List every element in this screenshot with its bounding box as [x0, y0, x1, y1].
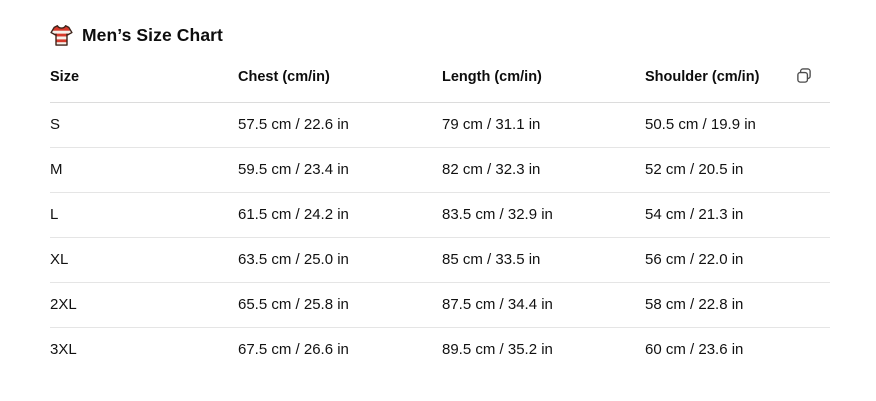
- size-chart-table: Size Chest (cm/in) Length (cm/in) Should…: [50, 61, 830, 372]
- cell-size: XL: [50, 237, 238, 283]
- cell-spacer: [793, 328, 830, 373]
- tshirt-icon: [50, 24, 73, 47]
- cell-length: 83.5 cm / 32.9 in: [442, 192, 645, 238]
- copy-icon: [797, 68, 811, 83]
- cell-shoulder: 54 cm / 21.3 in: [645, 192, 793, 238]
- cell-spacer: [793, 147, 830, 193]
- cell-shoulder: 56 cm / 22.0 in: [645, 237, 793, 283]
- cell-length: 89.5 cm / 35.2 in: [442, 341, 553, 358]
- table-row: XL 63.5 cm / 25.0 in 85 cm / 33.5 in 56 …: [50, 237, 830, 283]
- table-row: M 59.5 cm / 23.4 in 82 cm / 32.3 in 52 c…: [50, 147, 830, 193]
- cell-length: 87.5 cm / 34.4 in: [442, 282, 645, 328]
- cell-length: 85 cm / 33.5 in: [442, 237, 645, 283]
- cell-chest: 67.5 cm / 26.6 in: [238, 341, 349, 358]
- cell-spacer: [793, 102, 830, 148]
- cell-chest: 61.5 cm / 24.2 in: [238, 192, 442, 238]
- table-row: 3XL 67.5 cm / 26.6 in 89.5 cm / 35.2 in …: [50, 328, 830, 373]
- page-title: Men’s Size Chart: [50, 24, 830, 47]
- table-row: S 57.5 cm / 22.6 in 79 cm / 31.1 in 50.5…: [50, 102, 830, 148]
- cell-size: 3XL: [50, 341, 77, 358]
- cell-chest: 65.5 cm / 25.8 in: [238, 282, 442, 328]
- cell-chest: 57.5 cm / 22.6 in: [238, 102, 442, 148]
- table-row: L 61.5 cm / 24.2 in 83.5 cm / 32.9 in 54…: [50, 192, 830, 238]
- table-row: 2XL 65.5 cm / 25.8 in 87.5 cm / 34.4 in …: [50, 282, 830, 328]
- column-header-size: Size: [50, 61, 238, 103]
- cell-shoulder: 50.5 cm / 19.9 in: [645, 102, 793, 148]
- page-title-text: Men’s Size Chart: [82, 25, 223, 45]
- header-row: Size Chest (cm/in) Length (cm/in) Should…: [50, 61, 830, 103]
- cell-shoulder: 58 cm / 22.8 in: [645, 282, 793, 328]
- cell-size: L: [50, 192, 238, 238]
- cell-size: S: [50, 102, 238, 148]
- cell-spacer: [793, 237, 830, 283]
- cell-length: 82 cm / 32.3 in: [442, 147, 645, 193]
- column-header-chest: Chest (cm/in): [238, 61, 442, 103]
- cell-size: M: [50, 147, 238, 193]
- cell-length: 79 cm / 31.1 in: [442, 102, 645, 148]
- cell-shoulder: 52 cm / 20.5 in: [645, 147, 793, 193]
- column-header-length: Length (cm/in): [442, 61, 645, 103]
- cell-spacer: [793, 192, 830, 238]
- cell-chest: 63.5 cm / 25.0 in: [238, 237, 442, 283]
- cell-shoulder: 60 cm / 23.6 in: [645, 341, 744, 358]
- column-header-shoulder: Shoulder (cm/in): [645, 61, 793, 103]
- cell-chest: 59.5 cm / 23.4 in: [238, 147, 442, 193]
- cell-spacer: [793, 282, 830, 328]
- cell-size: 2XL: [50, 282, 238, 328]
- copy-table-button[interactable]: [793, 65, 815, 87]
- header-actions-cell: [793, 61, 830, 103]
